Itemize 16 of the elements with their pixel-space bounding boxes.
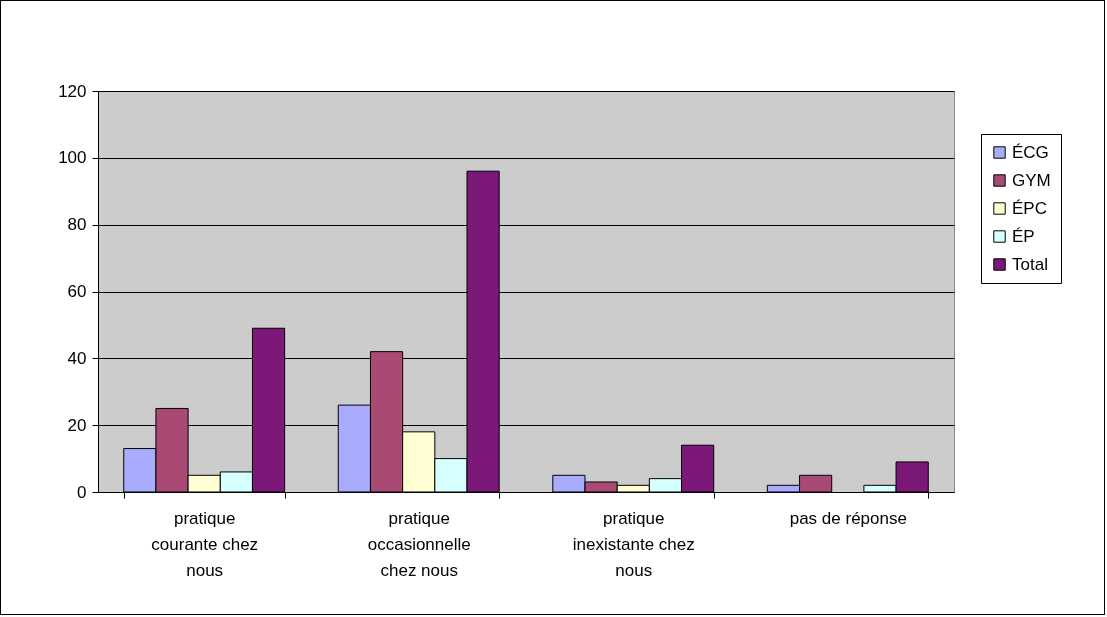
x-tick-label: pratique occasionnelle chez nous [367, 508, 471, 580]
y-tick-label: 120 [58, 81, 87, 101]
y-tick-label: 40 [67, 348, 87, 368]
legend-label: ÉPC [1012, 198, 1047, 218]
legend-label: GYM [1012, 170, 1051, 190]
legend-label: Total [1012, 254, 1048, 274]
y-tick-label: 0 [77, 482, 87, 502]
y-tick-label: 20 [67, 415, 87, 435]
y-tick-label: 80 [67, 215, 87, 235]
y-tick-label: 60 [67, 282, 87, 301]
x-tick-label: pratique courante chez nous [151, 508, 259, 580]
legend-label: ÉP [1012, 226, 1035, 246]
y-tick-label: 100 [58, 148, 87, 168]
x-tick-label: pas de réponse [789, 508, 907, 528]
x-tick-label: pratique inexistante chez nous [572, 508, 695, 580]
legend-label: ÉCG [1012, 142, 1049, 162]
